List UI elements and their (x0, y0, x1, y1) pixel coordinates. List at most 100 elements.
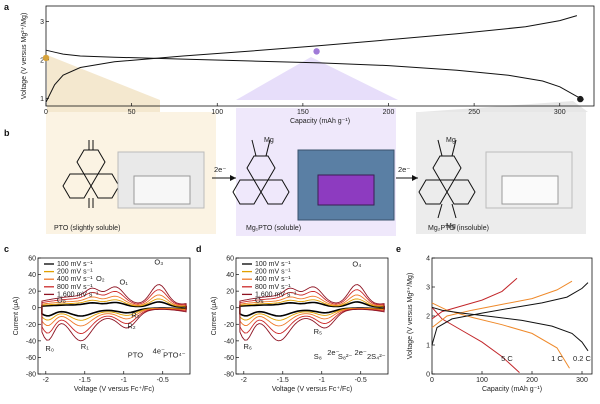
panel-e-charge-0 (431, 277, 518, 320)
panel-d-legend-label-0: 100 mV s⁻¹ (255, 261, 291, 268)
compound-caption-2: Mg₁PTO (soluble) (246, 225, 301, 232)
panel-e-ytick-label: 1 (426, 343, 430, 350)
panel-a-plot: 0 50 100 150 200 250 300 1 2 3 Capacity (mAh g⁻¹) V… (21, 5, 595, 125)
panel-label-d: d (196, 244, 202, 254)
panel-c-ytick-label: -20 (26, 322, 36, 329)
panel-d-ytick-label: 0 (230, 305, 234, 312)
panel-label-b: b (4, 128, 10, 138)
panel-d-ytick-label: -80 (224, 372, 234, 379)
panel-c-legend-label-4: 1,600 mV s⁻¹ (57, 291, 99, 298)
vial-photo-2 (297, 149, 395, 221)
panel-a-charge-curve (45, 15, 578, 103)
panel-a-highlight-gray (420, 101, 588, 112)
panel-e-chart: 0 100 200 300 0 1 2 3 4 Capacity (mAh g⁻¹) Voltage… (407, 256, 593, 393)
reaction-arrowhead-2 (412, 175, 418, 181)
mg-label-2: Mg (446, 137, 456, 144)
panel-label-a: a (4, 2, 10, 12)
panel-c-annotation-6: R₁ (81, 342, 89, 351)
compound-caption-3: Mg₂PTO (insoluble) (428, 225, 489, 232)
panel-c-annotation-5: R₂ (127, 321, 135, 330)
panel-d-annotation-5: 2e⁻ (327, 348, 339, 357)
vial-photo-3 (485, 151, 573, 209)
panel-c-frame (37, 257, 191, 375)
panel-c-ytick-label: 20 (28, 289, 36, 296)
panel-d-xlabel: Voltage (V versus Fc⁺/Fc) (272, 386, 352, 393)
panel-a-xtick-label: 250 (468, 109, 480, 116)
panel-c-annotation-9: 4e⁻ (153, 346, 165, 355)
panel-c-ytick-label: 0 (32, 305, 36, 312)
panel-label-e: e (396, 244, 401, 254)
panel-a-xlabel: Capacity (mAh g⁻¹) (290, 118, 350, 125)
panel-d-annotation-8: 2S₄²⁻ (367, 352, 386, 361)
panel-c-annotation-2: O₁ (120, 278, 129, 287)
panel-c-annotation-10: PTO⁴⁻ (163, 350, 186, 359)
panel-e-ylabel: Voltage (V versus Mg²⁺/Mg) (407, 273, 414, 360)
panel-c-xtick-label: -1 (121, 377, 127, 384)
panel-c-xtick-label: -1.5 (79, 377, 91, 384)
panel-c-ylabel: Current (μA) (13, 297, 20, 336)
panel-e-series-label-0: 5 C (501, 354, 513, 363)
panel-e-discharge-1 (431, 302, 570, 369)
panel-d-legend-label-4: 1,600 mV s⁻¹ (255, 291, 297, 298)
panel-d-xtick-label: -0.5 (355, 377, 367, 384)
panel-c-legend-label-2: 400 mV s⁻¹ (57, 276, 93, 283)
panel-a-xtick-label: 300 (554, 109, 566, 116)
panel-e-discharge-2 (431, 306, 589, 352)
panel-e-xtick-label: 100 (476, 377, 488, 384)
panel-d-legend-label-3: 800 mV s⁻¹ (255, 284, 291, 291)
mg2pto-molecule-drawing (418, 139, 476, 219)
panel-a-xtick-label: 0 (44, 109, 48, 116)
panel-d-xtick-label: -1.5 (277, 377, 289, 384)
panel-e-discharge-0 (431, 306, 520, 373)
panel-c-legend-label-3: 800 mV s⁻¹ (57, 284, 93, 291)
panel-a-chart (47, 55, 588, 128)
panel-a-xtick-label: 150 (297, 109, 309, 116)
panel-d-chart: -2 -1.5 -1 -0.5 -80 -60 -40 -20 0 20 40 60 Voltage (… (211, 256, 389, 393)
panel-a-xtick-label: 50 (128, 109, 136, 116)
panel-c-ytick-label: 60 (28, 256, 36, 263)
panel-e-xtick-label: 200 (526, 377, 538, 384)
panel-d-annotation-1: O₅ (255, 296, 264, 305)
panel-a-marker-2 (577, 95, 584, 103)
panel-c-cv-series-4 (41, 284, 187, 342)
panel-a-discharge-curve (45, 49, 584, 100)
panel-c-legend-label-0: 100 mV s⁻¹ (57, 261, 93, 268)
reaction-label-2: 2e⁻ (398, 165, 410, 174)
panel-c-ytick-label: -40 (26, 338, 36, 345)
mg1pto-molecule-drawing (232, 139, 290, 205)
panel-d-xtick-label: -2 (241, 377, 247, 384)
panel-d-ytick-label: -60 (224, 355, 234, 362)
panel-a-marker-0 (42, 54, 50, 62)
panel-d-ytick-label: 60 (226, 256, 234, 263)
panel-d-ytick-label: 40 (226, 272, 234, 279)
panel-e-charge-2 (431, 282, 589, 346)
panel-e-ytick-label: 0 (426, 372, 430, 379)
panel-label-c: c (4, 244, 9, 254)
panel-c-ytick-label: 40 (28, 272, 36, 279)
panel-d-annotation-3: R₆ (243, 342, 251, 351)
panel-d-cv-series-4 (239, 284, 385, 342)
reaction-arrowhead-1 (230, 175, 236, 181)
panel-c-annotation-3: O₀ (57, 296, 66, 305)
panel-c-ytick-label: -80 (26, 372, 36, 379)
panel-c-xtick-label: -0.5 (157, 377, 169, 384)
vial-photo-1 (117, 151, 205, 209)
panel-e-ytick-label: 4 (426, 256, 430, 263)
panel-a-highlight-purple (236, 57, 398, 100)
panel-d-legend-label-2: 400 mV s⁻¹ (255, 276, 291, 283)
panel-a-highlight-gold (47, 55, 160, 128)
panel-a-marker-1 (313, 48, 320, 55)
panel-d-ytick-label: -40 (224, 338, 234, 345)
panel-a-xtick-label: 100 (211, 109, 223, 116)
panel-d-annotation-4: S₈ (314, 352, 322, 361)
panel-d-frame (235, 257, 389, 375)
panel-a-ytick-label: 1 (40, 96, 44, 103)
panel-e-charge-1 (431, 280, 573, 328)
panel-d-annotation-6: S₈²⁻ (338, 352, 353, 361)
panel-d-xtick-label: -1 (319, 377, 325, 384)
panel-d-annotation-2: R₅ (314, 327, 322, 336)
panel-c-legend-label-1: 200 mV s⁻¹ (57, 269, 93, 276)
pto-molecule-drawing (62, 140, 120, 208)
panel-d-ytick-label: -20 (224, 322, 234, 329)
